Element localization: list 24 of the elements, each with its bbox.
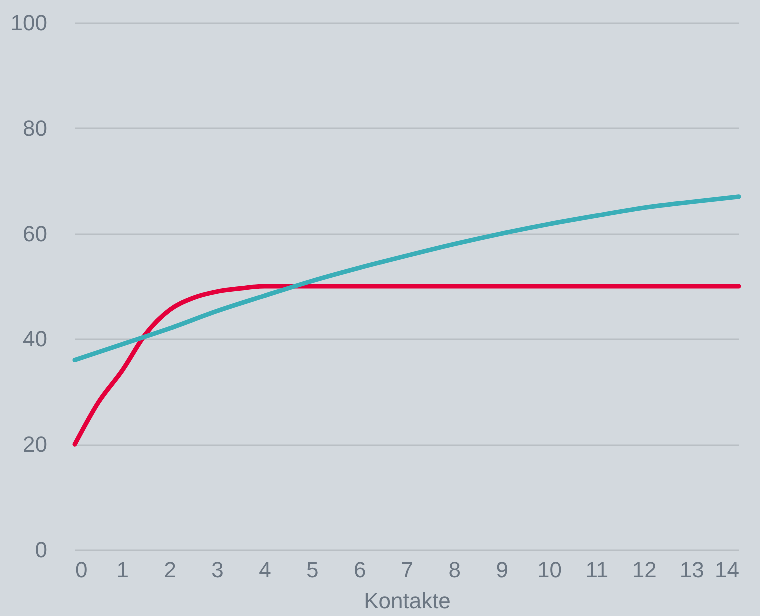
y-tick-label: 20 bbox=[23, 432, 48, 458]
y-tick-label: 60 bbox=[23, 221, 48, 246]
x-tick-label: 4 bbox=[259, 558, 272, 582]
x-tick-label: 1 bbox=[116, 558, 130, 582]
x-tick-label: 13 bbox=[680, 558, 704, 582]
x-tick-label: 10 bbox=[538, 558, 562, 582]
y-tick-label: 40 bbox=[23, 326, 48, 352]
x-tick-label: 3 bbox=[212, 558, 224, 582]
x-tick-label: 7 bbox=[401, 558, 414, 582]
x-tick-label: 5 bbox=[306, 558, 319, 582]
x-tick-label: 12 bbox=[632, 558, 657, 582]
x-tick-label: 9 bbox=[496, 558, 508, 582]
y-tick-label: 0 bbox=[35, 538, 48, 562]
line-series bbox=[72, 194, 742, 363]
y-tick-label: 100 bbox=[10, 10, 48, 36]
x-axis-title: Kontakte bbox=[364, 588, 451, 614]
x-tick-label: 8 bbox=[448, 558, 462, 582]
y-tick-label: 80 bbox=[23, 116, 48, 141]
x-tick-label: 0 bbox=[76, 558, 88, 582]
x-tick-label: 6 bbox=[354, 558, 366, 582]
x-tick-label: 14 bbox=[715, 558, 740, 582]
x-tick-label: 2 bbox=[164, 558, 176, 582]
x-tick-label: 11 bbox=[586, 558, 609, 582]
line-series bbox=[72, 284, 742, 447]
